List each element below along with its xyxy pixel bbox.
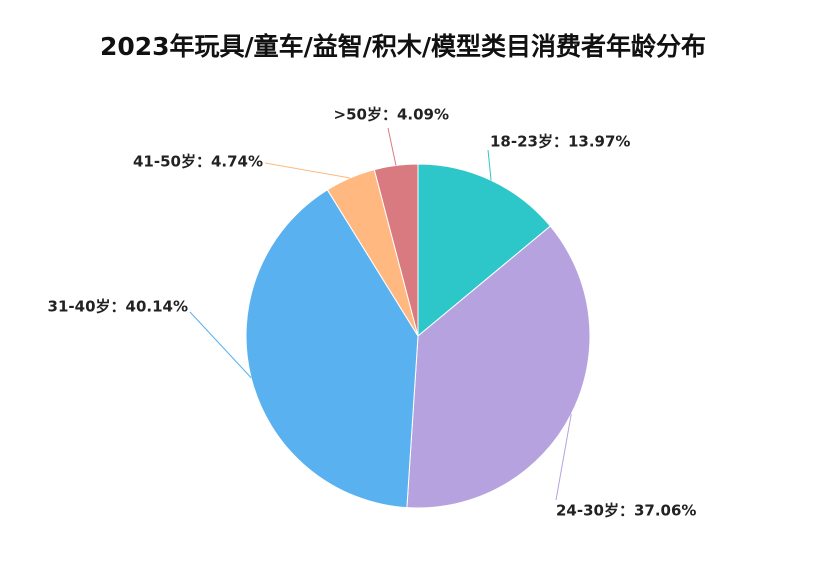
data-label: 41-50岁：4.74% <box>133 153 263 171</box>
chart-title: 2023年玩具/童车/益智/积木/模型类目消费者年龄分布 <box>100 32 706 61</box>
data-label: 24-30岁：37.06% <box>556 502 696 520</box>
pie-slice <box>406 225 591 509</box>
leader-line <box>264 162 351 179</box>
pie-slice <box>373 163 419 337</box>
data-label: 18-23岁：13.97% <box>490 133 630 151</box>
data-label: >50岁：4.09% <box>334 106 449 124</box>
leader-line <box>487 149 492 181</box>
data-label: 31-40岁：40.14% <box>48 298 188 316</box>
leader-line <box>555 413 572 501</box>
leader-line <box>387 127 397 166</box>
leader-line <box>189 311 252 379</box>
